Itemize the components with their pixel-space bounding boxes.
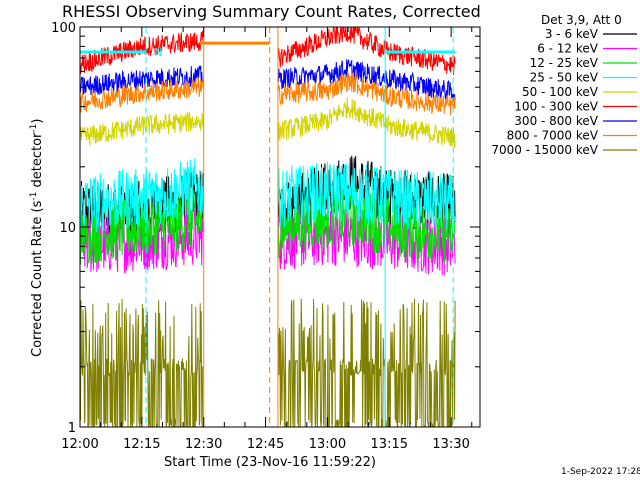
series-9-segment-2 — [277, 298, 456, 427]
x-axis: 12:00 12:15 12:30 12:45 13:00 13:15 13:30 — [61, 27, 473, 452]
y-tick-label-3: 100 — [51, 21, 76, 36]
footer-date: 1-Sep-2022 17:28 — [561, 467, 640, 477]
x-tick-label-5: 13:00 — [309, 437, 346, 452]
y-axis-label-mid: detector — [30, 132, 45, 192]
y-axis-label: Corrected Count Rate (s-1 detector-1) — [29, 119, 45, 357]
x-axis-label: Start Time (23-Nov-16 11:59:22) — [164, 455, 376, 470]
y-axis-label-main: Corrected Count Rate (s — [30, 200, 45, 357]
series-8-segment-1 — [80, 77, 204, 113]
x-tick-label-3: 12:30 — [185, 437, 222, 452]
series-3-segment-2 — [277, 185, 456, 264]
series-8-segment-2 — [277, 71, 456, 116]
legend-label-1: 3 - 6 keV — [545, 27, 599, 41]
series-9 — [80, 298, 456, 427]
series-4-segment-1 — [80, 157, 204, 232]
series-7-segment-1 — [80, 65, 204, 95]
x-tick-label-7: 13:30 — [432, 437, 469, 452]
legend-header: Det 3,9, Att 0 — [541, 13, 622, 27]
y-axis: 1 10 100 — [51, 21, 480, 436]
series-5-segment-1 — [80, 111, 204, 146]
y-axis-label-end: ) — [30, 119, 45, 124]
legend-label-4: 25 - 50 keV — [530, 71, 599, 85]
series-4-segment-2 — [277, 161, 456, 235]
series-5-segment-2 — [277, 97, 456, 148]
series-6-segment-2 — [277, 27, 456, 75]
y-axis-label-sup2: -1 — [29, 124, 39, 133]
plot-area: N — [80, 27, 456, 427]
plot-clipped: N — [80, 27, 456, 427]
y-tick-label-2: 10 — [59, 221, 76, 236]
series-7-segment-2 — [277, 58, 456, 102]
series-6 — [80, 27, 456, 75]
legend-label-2: 6 - 12 keV — [537, 42, 599, 56]
series-9-segment-1 — [80, 298, 204, 427]
legend-label-8: 800 - 7000 keV — [507, 129, 599, 143]
legend-label-6: 100 - 300 keV — [514, 100, 598, 114]
legend-label-7: 300 - 800 keV — [514, 114, 598, 128]
flag-bar-annotation: N — [154, 46, 162, 59]
y-axis-label-sup1: -1 — [29, 192, 39, 201]
legend-label-9: 7000 - 15000 keV — [491, 143, 598, 157]
x-tick-label-4: 12:45 — [247, 437, 284, 452]
y-tick-label-1: 1 — [68, 421, 76, 436]
series-6-segment-1 — [80, 30, 204, 74]
x-tick-label-2: 12:15 — [123, 437, 160, 452]
legend-label-5: 50 - 100 keV — [522, 85, 599, 99]
series-7 — [80, 58, 456, 102]
x-tick-label-6: 13:15 — [371, 437, 408, 452]
legend-label-3: 12 - 25 keV — [530, 56, 599, 70]
x-tick-label-1: 12:00 — [61, 437, 98, 452]
series-4 — [80, 157, 456, 235]
series-8 — [80, 71, 456, 116]
series-5 — [80, 97, 456, 148]
chart-title: RHESSI Observing Summary Count Rates, Co… — [62, 2, 481, 21]
